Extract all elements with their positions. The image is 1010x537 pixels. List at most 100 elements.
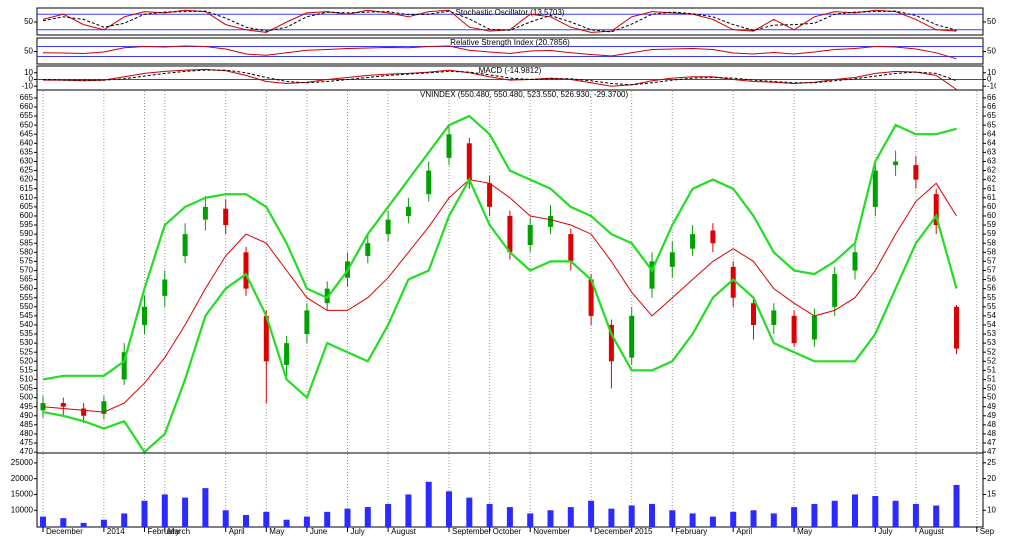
y-tick-label-right: 485: [987, 420, 1001, 429]
volume-bar: [283, 519, 290, 527]
y-tick-label: 590: [20, 229, 34, 238]
y-tick-label-right: 20000: [987, 474, 1010, 483]
volume-bar: [344, 508, 351, 527]
volume-bar: [689, 513, 696, 527]
candle-body: [385, 219, 391, 235]
y-tick-label-right: 645: [987, 129, 1001, 138]
volume-bar: [892, 500, 899, 527]
y-tick-label: 520: [20, 356, 34, 365]
y-tick-label-right: 25000: [987, 458, 1010, 467]
volume-bar: [527, 513, 534, 527]
y-tick-label-right: 550: [987, 302, 1001, 311]
x-tick-label: July: [878, 527, 892, 536]
y-tick-label: 470: [20, 447, 34, 456]
candle-body: [223, 208, 229, 226]
y-tick-label-right: 660: [987, 102, 1001, 111]
x-tick-label: March: [168, 527, 190, 536]
indicator-line: [42, 179, 957, 413]
volume-bar: [953, 484, 960, 527]
candle-body: [446, 134, 452, 158]
volume-bar: [161, 494, 168, 527]
y-tick-label-right: 50: [987, 47, 996, 56]
candle-body: [81, 408, 87, 416]
y-tick-label: 655: [20, 111, 34, 120]
volume-bar: [567, 507, 574, 527]
volume-bar: [608, 508, 615, 527]
y-tick-label-right: 585: [987, 238, 1001, 247]
x-tick-label: December: [594, 527, 631, 536]
x-tick-label: May: [797, 527, 812, 536]
candle-body: [405, 206, 411, 216]
y-tick-label: 50: [24, 17, 33, 26]
candle-body: [548, 215, 553, 227]
y-tick-label: 625: [20, 166, 34, 175]
y-tick-label-right: 505: [987, 384, 1001, 393]
y-tick-label-right: 510: [987, 375, 1001, 384]
y-tick-label-right: 15000: [987, 490, 1010, 499]
y-tick-label: 510: [20, 375, 34, 384]
y-tick-label-right: 555: [987, 293, 1001, 302]
y-tick-label: 485: [20, 420, 34, 429]
candle-body: [649, 261, 655, 289]
y-tick-label: 515: [20, 365, 34, 374]
y-tick-label: 645: [20, 129, 34, 138]
candle-body: [40, 403, 46, 411]
volume-bar: [385, 503, 392, 527]
candle-body: [669, 252, 675, 267]
y-tick-label: 550: [20, 302, 34, 311]
candle-body: [872, 170, 878, 207]
y-tick-label: 665: [20, 93, 34, 102]
volume-bar: [709, 516, 716, 527]
indicator-line: [43, 68, 957, 90]
y-tick-label-right: 560: [987, 284, 1001, 293]
y-tick-label: 540: [20, 320, 34, 329]
y-tick-label: 10000: [11, 505, 34, 514]
candle-body: [60, 403, 66, 407]
y-tick-label: 530: [20, 338, 34, 347]
candle-body: [202, 206, 208, 220]
volume-bar: [486, 503, 493, 527]
y-tick-label: 20000: [11, 474, 34, 483]
y-tick-label-right: 530: [987, 338, 1001, 347]
candle-body: [791, 315, 797, 344]
y-tick-label-right: 630: [987, 157, 1001, 166]
y-tick-label: 50: [24, 47, 33, 56]
candle-body: [933, 194, 939, 226]
y-tick-label: 600: [20, 211, 34, 220]
volume-bar: [852, 494, 858, 527]
indicator-line: [42, 177, 958, 454]
y-tick-label: 595: [20, 220, 34, 229]
y-tick-label-right: 495: [987, 402, 1001, 411]
candle-body: [263, 315, 269, 362]
panel-title: MACD (-14.9812): [479, 66, 542, 75]
candle-body: [426, 170, 432, 195]
indicator-line: [42, 10, 957, 33]
candle-body: [832, 274, 838, 307]
y-tick-label: 15000: [11, 490, 34, 499]
y-tick-label-right: 605: [987, 202, 1001, 211]
volume-bar: [243, 514, 249, 527]
y-tick-label: 610: [20, 193, 34, 202]
y-tick-label-right: 625: [987, 166, 1001, 175]
y-tick-label-right: 545: [987, 311, 1001, 320]
y-tick-label-right: -10: [987, 81, 999, 90]
x-tick-label: August: [919, 527, 945, 536]
y-tick-label-right: 610: [987, 193, 1001, 202]
x-tick-label: 2014: [107, 527, 125, 536]
x-tick-label: August: [391, 527, 417, 536]
y-tick-label: 630: [20, 157, 34, 166]
volume-bar: [80, 522, 87, 527]
y-tick-label: 480: [20, 429, 34, 438]
panel-title: Stochastic Oscillator (13.5703): [456, 8, 565, 17]
panel-title: VNINDEX (550.480, 550.480, 523.550, 526.…: [420, 90, 628, 99]
volume-bar: [405, 494, 412, 527]
volume-bar: [324, 511, 331, 527]
y-tick-label: 570: [20, 266, 34, 275]
y-tick-label-right: 635: [987, 148, 1001, 157]
y-tick-label: 635: [20, 148, 34, 157]
panel-title: Relative Strength Index (20.7856): [450, 38, 570, 47]
y-tick-label-right: 580: [987, 247, 1001, 256]
x-tick-label: June: [310, 527, 328, 536]
y-tick-label: 640: [20, 138, 34, 147]
